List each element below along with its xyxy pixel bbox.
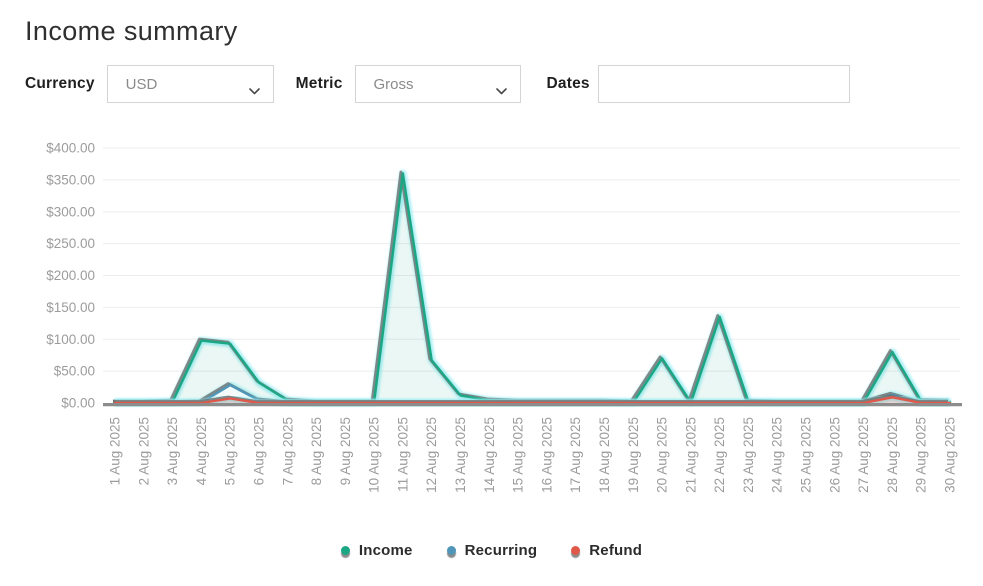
x-axis-label: 20 Aug 2025 — [655, 417, 670, 493]
x-axis-label: 2 Aug 2025 — [136, 417, 151, 485]
page-title: Income summary — [25, 16, 238, 46]
y-axis-label: $150.00 — [46, 300, 95, 315]
series-area-recurring — [115, 385, 950, 403]
chart-controls: Currency USD Metric Gross Dates — [25, 65, 965, 103]
x-axis-label: 1 Aug 2025 — [108, 417, 123, 485]
metric-select-value: Gross — [373, 75, 414, 93]
legend-label: Refund — [589, 542, 643, 559]
x-axis-label: 11 Aug 2025 — [395, 417, 410, 492]
x-axis-label: 29 Aug 2025 — [914, 417, 929, 493]
y-axis-label: $400.00 — [46, 141, 95, 156]
series-line-recurring — [113, 383, 952, 405]
x-axis-label: 15 Aug 2025 — [511, 417, 526, 493]
series-line-income — [113, 172, 952, 404]
income-dot-icon — [340, 546, 350, 555]
x-axis-label: 17 Aug 2025 — [568, 417, 583, 493]
dates-label: Dates — [546, 75, 590, 92]
currency-select[interactable]: USD — [106, 65, 274, 103]
dates-input[interactable] — [597, 65, 850, 103]
x-axis-label: 28 Aug 2025 — [885, 417, 900, 493]
series-line-shadow-refund — [113, 394, 948, 403]
y-axis-label: $50.00 — [54, 364, 95, 379]
x-axis-label: 30 Aug 2025 — [943, 417, 958, 493]
legend-label: Recurring — [464, 542, 538, 559]
x-axis-label: 26 Aug 2025 — [827, 417, 842, 493]
y-axis-label: $200.00 — [46, 268, 95, 283]
series-glow-recurring — [115, 381, 950, 407]
refund-dot-icon — [571, 546, 581, 555]
x-axis-label: 7 Aug 2025 — [280, 417, 295, 485]
x-axis-label: 16 Aug 2025 — [539, 417, 554, 493]
legend-label: Income — [358, 542, 413, 559]
x-axis-label: 12 Aug 2025 — [424, 417, 439, 493]
series-glow-income — [115, 170, 951, 406]
series-line-shadow-recurring — [113, 382, 948, 403]
x-axis-label: 24 Aug 2025 — [770, 417, 785, 493]
chevron-down-icon — [248, 82, 260, 100]
x-axis-label: 13 Aug 2025 — [453, 417, 468, 493]
chart-legend: Income Recurring Refund — [0, 542, 983, 559]
currency-label: Currency — [25, 75, 95, 92]
y-axis-label: $100.00 — [46, 332, 95, 347]
series-layer — [113, 170, 952, 407]
currency-select-value: USD — [125, 75, 158, 93]
grid-layer — [103, 147, 960, 372]
x-axis-label: 23 Aug 2025 — [741, 417, 756, 493]
label-layer: $0.00 $50.00 $100.00 $150.00 $200.00 $250.00 $… — [46, 141, 957, 493]
x-axis-label: 21 Aug 2025 — [683, 417, 698, 493]
recurring-dot-icon — [446, 546, 456, 555]
x-axis-label: 8 Aug 2025 — [309, 417, 324, 485]
legend-item-refund[interactable]: Refund — [571, 542, 642, 559]
x-axis-label: 6 Aug 2025 — [252, 417, 267, 485]
x-axis-label: 18 Aug 2025 — [597, 417, 612, 493]
series-area-income — [115, 173, 950, 403]
x-axis-label: 22 Aug 2025 — [712, 417, 727, 493]
y-axis-label: $300.00 — [46, 204, 95, 219]
x-axis-label: 10 Aug 2025 — [367, 417, 382, 493]
series-line-shadow-income — [113, 170, 949, 403]
chevron-down-icon — [495, 82, 507, 100]
x-axis-label: 25 Aug 2025 — [799, 417, 814, 493]
x-axis-label: 5 Aug 2025 — [223, 417, 238, 485]
legend-item-income[interactable]: Income — [340, 542, 413, 559]
legend-item-recurring[interactable]: Recurring — [446, 542, 538, 559]
x-axis-label: 14 Aug 2025 — [482, 417, 497, 493]
x-axis-label: 19 Aug 2025 — [626, 417, 641, 493]
y-axis-label: $350.00 — [46, 172, 95, 187]
x-axis-label: 9 Aug 2025 — [338, 417, 353, 485]
series-line-refund — [113, 396, 952, 405]
x-axis-label: 4 Aug 2025 — [194, 417, 209, 485]
series-glow-refund — [115, 393, 950, 407]
metric-label: Metric — [295, 75, 343, 92]
x-axis-label: 27 Aug 2025 — [856, 417, 871, 493]
series-area-refund — [115, 397, 950, 403]
metric-select[interactable]: Gross — [354, 65, 521, 103]
y-axis-label: $0.00 — [61, 396, 95, 411]
y-axis-label: $250.00 — [46, 236, 95, 251]
x-axis-label: 3 Aug 2025 — [165, 417, 180, 485]
